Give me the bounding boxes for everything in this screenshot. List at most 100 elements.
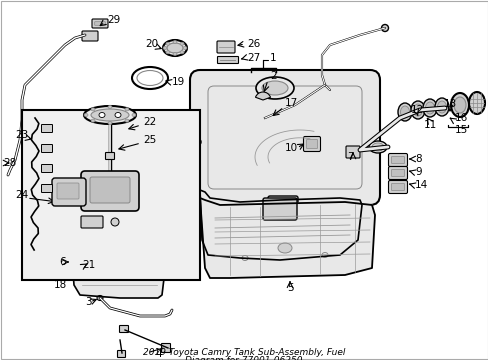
Ellipse shape: [400, 106, 408, 118]
Ellipse shape: [180, 42, 183, 45]
Ellipse shape: [108, 122, 112, 125]
Text: 7: 7: [346, 152, 353, 162]
Polygon shape: [200, 190, 361, 260]
Text: 15: 15: [454, 125, 468, 135]
Ellipse shape: [91, 119, 95, 122]
Ellipse shape: [91, 109, 129, 121]
Ellipse shape: [381, 24, 387, 31]
FancyBboxPatch shape: [346, 146, 359, 158]
Text: 27: 27: [246, 53, 260, 63]
Ellipse shape: [163, 40, 186, 56]
Ellipse shape: [165, 42, 170, 45]
FancyBboxPatch shape: [57, 183, 79, 199]
Ellipse shape: [422, 99, 436, 117]
Ellipse shape: [371, 143, 383, 151]
Text: 24: 24: [15, 190, 28, 200]
FancyBboxPatch shape: [391, 184, 404, 190]
Ellipse shape: [132, 113, 136, 117]
Ellipse shape: [437, 101, 446, 113]
Text: 2019 Toyota Camry Tank Sub-Assembly, Fuel: 2019 Toyota Camry Tank Sub-Assembly, Fue…: [142, 348, 345, 357]
FancyBboxPatch shape: [190, 70, 379, 205]
Ellipse shape: [262, 81, 287, 95]
Text: 17: 17: [285, 98, 298, 108]
Ellipse shape: [186, 137, 201, 147]
Text: 26: 26: [246, 39, 260, 49]
Text: Diagram for 77001-06250: Diagram for 77001-06250: [185, 356, 302, 360]
FancyBboxPatch shape: [95, 22, 105, 25]
Text: 18: 18: [53, 280, 66, 290]
FancyBboxPatch shape: [306, 139, 317, 148]
Text: 6: 6: [59, 257, 66, 267]
Ellipse shape: [125, 108, 129, 111]
FancyBboxPatch shape: [41, 144, 52, 153]
Ellipse shape: [125, 119, 129, 122]
Ellipse shape: [163, 46, 167, 49]
Ellipse shape: [368, 141, 386, 153]
FancyBboxPatch shape: [117, 351, 125, 357]
FancyBboxPatch shape: [217, 41, 235, 53]
Bar: [22, 110, 200, 280]
Text: 10: 10: [285, 143, 297, 153]
Text: 20: 20: [144, 39, 158, 49]
Wedge shape: [255, 92, 270, 100]
Text: 11: 11: [423, 120, 436, 130]
FancyBboxPatch shape: [82, 31, 98, 41]
Ellipse shape: [183, 46, 186, 49]
Ellipse shape: [115, 112, 121, 117]
Ellipse shape: [165, 51, 170, 54]
Ellipse shape: [413, 104, 422, 116]
Text: 25: 25: [142, 135, 156, 145]
Text: 16: 16: [454, 113, 468, 123]
Ellipse shape: [434, 98, 448, 116]
FancyBboxPatch shape: [119, 325, 128, 333]
FancyBboxPatch shape: [272, 201, 292, 213]
Ellipse shape: [450, 93, 468, 117]
Ellipse shape: [453, 97, 465, 113]
Ellipse shape: [99, 112, 105, 117]
Text: 12: 12: [409, 105, 423, 115]
Text: 2: 2: [269, 71, 276, 81]
Text: 22: 22: [142, 117, 156, 127]
FancyBboxPatch shape: [387, 166, 407, 180]
Text: 21: 21: [82, 260, 95, 270]
FancyBboxPatch shape: [263, 198, 296, 220]
FancyBboxPatch shape: [303, 136, 320, 152]
Ellipse shape: [397, 103, 411, 121]
Ellipse shape: [84, 106, 136, 124]
Text: 3: 3: [85, 297, 92, 307]
Text: 5: 5: [286, 283, 293, 293]
FancyBboxPatch shape: [391, 170, 404, 176]
Ellipse shape: [173, 40, 177, 44]
FancyBboxPatch shape: [41, 165, 52, 172]
FancyBboxPatch shape: [161, 343, 170, 352]
Text: 23: 23: [15, 130, 28, 140]
FancyBboxPatch shape: [391, 157, 404, 163]
FancyBboxPatch shape: [81, 216, 103, 228]
FancyBboxPatch shape: [267, 196, 297, 216]
FancyBboxPatch shape: [105, 153, 114, 159]
Ellipse shape: [167, 43, 183, 53]
FancyBboxPatch shape: [387, 153, 407, 166]
Ellipse shape: [91, 108, 95, 111]
FancyBboxPatch shape: [41, 125, 52, 132]
FancyBboxPatch shape: [92, 19, 108, 28]
Ellipse shape: [84, 113, 88, 117]
FancyBboxPatch shape: [52, 178, 86, 206]
Polygon shape: [200, 198, 374, 278]
FancyBboxPatch shape: [387, 180, 407, 194]
Ellipse shape: [97, 296, 103, 301]
Text: 4: 4: [155, 349, 162, 359]
Text: 9: 9: [414, 167, 421, 177]
Text: 8: 8: [414, 154, 421, 164]
Text: 1: 1: [269, 53, 276, 63]
Ellipse shape: [180, 51, 183, 54]
Ellipse shape: [278, 243, 291, 253]
FancyBboxPatch shape: [90, 177, 130, 203]
Text: 28: 28: [3, 158, 16, 168]
Ellipse shape: [468, 92, 484, 114]
Ellipse shape: [173, 53, 177, 55]
Polygon shape: [72, 245, 164, 298]
Text: 29: 29: [107, 15, 120, 25]
Text: 19: 19: [172, 77, 185, 87]
Ellipse shape: [425, 102, 434, 114]
